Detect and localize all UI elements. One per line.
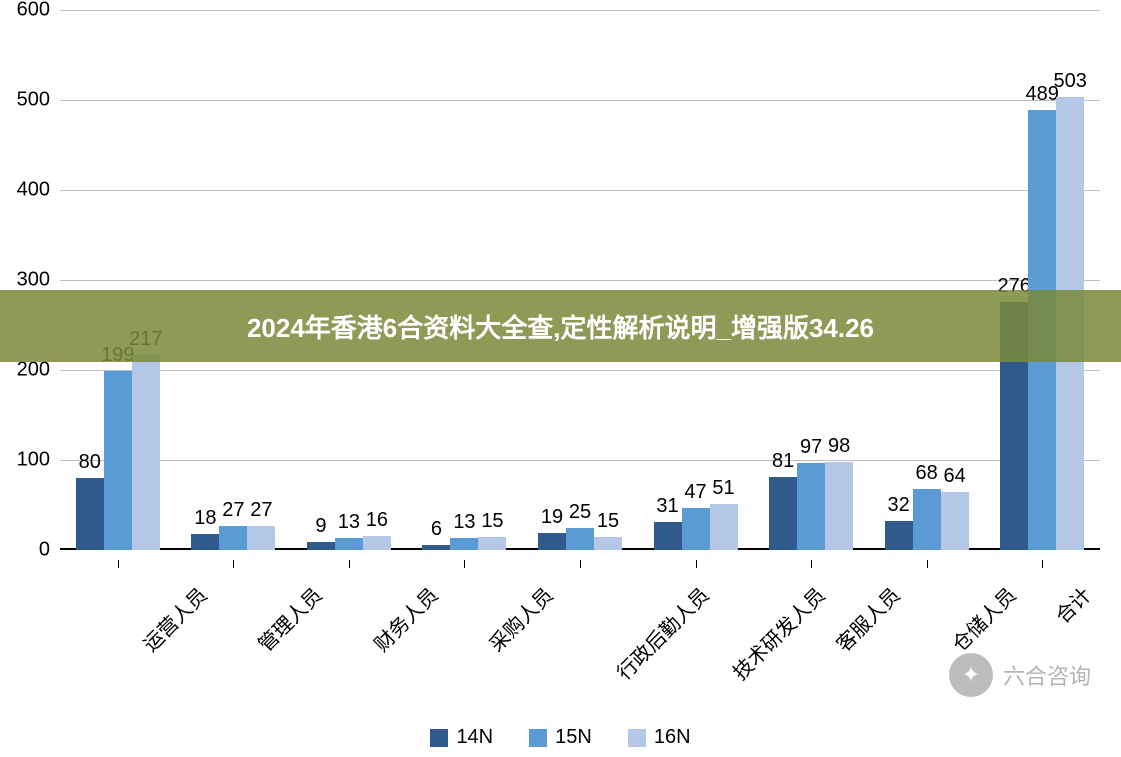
- chart-container: 0100200300400500600 80199217182727913166…: [0, 0, 1121, 757]
- y-tick-label: 100: [17, 449, 50, 472]
- x-tick-label: 运营人员: [135, 580, 212, 657]
- x-tick-label: 行政后勤人员: [609, 580, 714, 685]
- bar-value-label: 15: [597, 510, 619, 533]
- plot-area: 8019921718272791316613151925153147518197…: [60, 10, 1100, 550]
- bar: [478, 537, 506, 551]
- y-axis: 0100200300400500600: [0, 10, 60, 550]
- bar-value-label: 27: [250, 499, 272, 522]
- legend-label: 14N: [456, 726, 493, 748]
- y-tick-label: 600: [17, 0, 50, 22]
- bar: [307, 542, 335, 550]
- x-tick-mark: [233, 560, 234, 568]
- y-tick-label: 300: [17, 269, 50, 292]
- bar: [913, 489, 941, 550]
- x-tick-label: 管理人员: [251, 580, 328, 657]
- bar-value-label: 9: [315, 515, 326, 538]
- bar-value-label: 47: [684, 481, 706, 504]
- wechat-icon: ✦: [949, 653, 993, 697]
- gridline: [60, 190, 1100, 191]
- bar: [769, 477, 797, 550]
- bar-value-label: 15: [481, 510, 503, 533]
- bar-value-label: 16: [366, 509, 388, 532]
- x-tick-mark: [349, 560, 350, 568]
- bar-value-label: 68: [916, 462, 938, 485]
- y-tick-label: 400: [17, 179, 50, 202]
- bar: [76, 478, 104, 550]
- overlay-text: 2024年香港6合资料大全查,定性解析说明_增强版34.26: [247, 308, 874, 345]
- bar: [104, 371, 132, 550]
- bar: [682, 508, 710, 550]
- bar: [566, 528, 594, 551]
- bar-value-label: 32: [888, 494, 910, 517]
- bar-value-label: 18: [194, 507, 216, 530]
- x-tick-label: 财务人员: [366, 580, 443, 657]
- watermark: ✦ 六合咨询: [949, 653, 1091, 697]
- overlay-banner: 2024年香港6合资料大全查,定性解析说明_增强版34.26: [0, 290, 1121, 362]
- bar: [247, 526, 275, 550]
- x-tick-mark: [464, 560, 465, 568]
- bar: [538, 533, 566, 550]
- bar: [885, 521, 913, 550]
- gridline: [60, 460, 1100, 461]
- bar-value-label: 503: [1054, 70, 1087, 93]
- bar-value-label: 31: [656, 495, 678, 518]
- bar-value-label: 19: [541, 506, 563, 529]
- x-tick-mark: [927, 560, 928, 568]
- bar-value-label: 25: [569, 501, 591, 524]
- bar-value-label: 97: [800, 436, 822, 459]
- gridline: [60, 10, 1100, 11]
- bar-value-label: 81: [772, 450, 794, 473]
- bar-value-label: 13: [338, 511, 360, 534]
- bar: [941, 492, 969, 550]
- x-tick-mark: [118, 560, 119, 568]
- bar-value-label: 13: [453, 511, 475, 534]
- bar: [797, 463, 825, 550]
- legend: 14N 15N 16N: [0, 726, 1121, 749]
- gridline: [60, 100, 1100, 101]
- x-tick-label: 仓储人员: [944, 580, 1021, 657]
- x-tick-mark: [811, 560, 812, 568]
- bar: [363, 536, 391, 550]
- legend-label: 16N: [654, 726, 691, 748]
- bar-value-label: 98: [828, 435, 850, 458]
- bar: [219, 526, 247, 550]
- bar-value-label: 6: [431, 518, 442, 541]
- gridline: [60, 370, 1100, 371]
- legend-item: 16N: [628, 726, 691, 749]
- bar-value-label: 64: [944, 465, 966, 488]
- bar: [191, 534, 219, 550]
- bar-value-label: 80: [79, 451, 101, 474]
- x-tick-label: 技术研发人员: [725, 580, 830, 685]
- x-tick-label: 合计: [1048, 580, 1097, 629]
- x-axis: 运营人员管理人员财务人员采购人员行政后勤人员技术研发人员客服人员仓储人员合计: [60, 560, 1100, 680]
- x-tick-mark: [580, 560, 581, 568]
- bar: [422, 545, 450, 550]
- y-tick-label: 500: [17, 89, 50, 112]
- y-tick-label: 0: [39, 539, 50, 562]
- x-tick-mark: [696, 560, 697, 568]
- gridline: [60, 280, 1100, 281]
- legend-swatch: [529, 729, 547, 747]
- bar-value-label: 27: [222, 499, 244, 522]
- bar: [335, 538, 363, 550]
- legend-item: 15N: [529, 726, 592, 749]
- bar: [710, 504, 738, 550]
- legend-item: 14N: [430, 726, 493, 749]
- legend-swatch: [628, 729, 646, 747]
- x-tick-label: 采购人员: [482, 580, 559, 657]
- bar: [450, 538, 478, 550]
- x-tick-label: 客服人员: [829, 580, 906, 657]
- bar: [654, 522, 682, 550]
- bar: [825, 462, 853, 550]
- bar-value-label: 51: [712, 477, 734, 500]
- x-tick-mark: [1042, 560, 1043, 568]
- legend-label: 15N: [555, 726, 592, 748]
- watermark-text: 六合咨询: [1003, 659, 1091, 691]
- legend-swatch: [430, 729, 448, 747]
- bar: [132, 355, 160, 550]
- bar: [594, 537, 622, 551]
